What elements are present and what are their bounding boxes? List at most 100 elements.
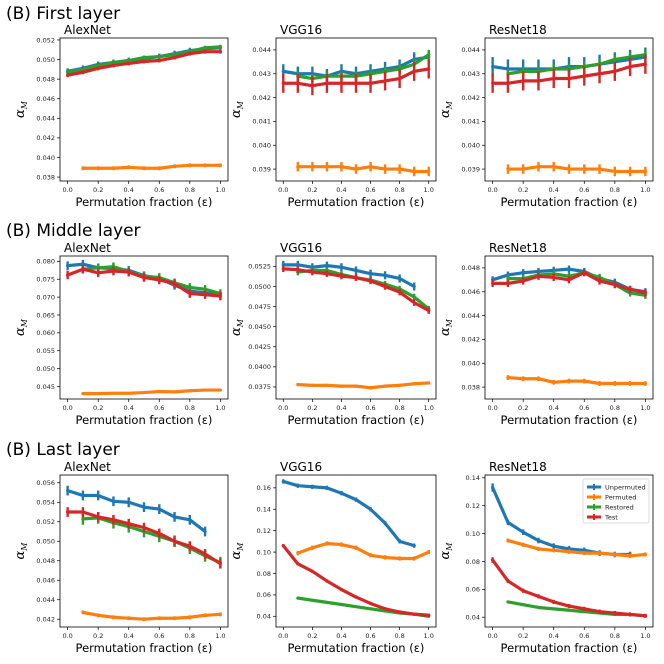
- data-point: [354, 384, 358, 388]
- series-test: [491, 54, 647, 93]
- x-axis-label: Permutation fraction (ε): [501, 195, 638, 209]
- data-point: [310, 546, 314, 550]
- data-point: [325, 579, 329, 583]
- y-tick-label: 0.050: [36, 538, 55, 546]
- y-tick-label: 0.08: [257, 570, 271, 578]
- data-point: [127, 165, 131, 169]
- data-point: [81, 610, 85, 614]
- legend-label: Permuted: [605, 493, 636, 501]
- data-point: [412, 557, 416, 560]
- y-tick-label: 0.042: [36, 616, 55, 624]
- y-axis-label: αM: [229, 100, 245, 118]
- chart-panel: VGG16 0.039 0.040 0.041 0.042 0.043 0.044 0.0 0.…: [229, 23, 437, 209]
- data-point: [112, 166, 115, 170]
- data-point: [598, 72, 601, 76]
- data-point: [506, 277, 510, 281]
- y-tick-label: 0.0475: [248, 303, 271, 311]
- data-point: [369, 607, 372, 611]
- series-test: [281, 544, 431, 617]
- data-point: [643, 291, 647, 295]
- y-tick-label: 0.0375: [248, 383, 271, 391]
- x-tick-label: 0.4: [124, 632, 134, 640]
- x-tick-label: 0.4: [336, 186, 346, 194]
- data-point: [537, 594, 540, 598]
- data-point: [96, 515, 100, 519]
- series-test: [66, 264, 222, 301]
- y-tick-label: 0.040: [461, 360, 480, 368]
- x-tick-label: 0.8: [610, 632, 620, 640]
- data-point: [81, 166, 85, 170]
- data-point: [81, 267, 85, 271]
- data-point: [127, 616, 131, 620]
- y-tick-label: 0.048: [461, 264, 480, 272]
- y-tick-label: 0.041: [461, 118, 480, 126]
- x-tick-label: 0.2: [93, 404, 103, 412]
- data-point: [567, 550, 571, 554]
- data-point: [81, 392, 85, 396]
- chart-panel: AlexNet 0.045 0.050 0.055 0.060 0.065 0.070 0.0…: [13, 241, 229, 427]
- data-point: [567, 608, 571, 612]
- y-tick-label: 0.06: [257, 591, 271, 599]
- y-tick-label: 0.0450: [248, 323, 271, 331]
- y-tick-label: 0.044: [36, 596, 55, 604]
- x-axis-label: Permutation fraction (ε): [288, 195, 425, 209]
- data-point: [203, 388, 207, 392]
- series-line: [296, 53, 431, 81]
- x-tick-label: 0.6: [365, 186, 375, 194]
- data-point: [427, 53, 431, 57]
- data-point: [281, 81, 285, 85]
- data-point: [567, 77, 571, 80]
- x-tick-label: 0.2: [307, 404, 317, 412]
- x-tick-label: 0.0: [62, 186, 72, 194]
- data-point: [96, 266, 100, 270]
- data-point: [506, 521, 510, 524]
- data-point: [537, 547, 540, 551]
- data-point: [567, 278, 571, 282]
- chart-title: ResNet18: [489, 241, 547, 255]
- chart-panel: VGG16 0.04 0.06 0.08 0.10 0.12 0.14 0.16 0.0 0.2 0…: [229, 460, 437, 655]
- data-point: [567, 379, 571, 383]
- series-permuted: [506, 375, 647, 386]
- data-point: [613, 283, 617, 286]
- y-axis-label-subscript: M: [236, 542, 245, 552]
- x-tick-label: 0.2: [518, 632, 528, 640]
- series-line: [506, 165, 647, 174]
- x-tick-label: 0.8: [394, 632, 404, 640]
- data-point: [628, 287, 632, 291]
- data-point: [521, 543, 525, 547]
- data-point: [427, 613, 431, 617]
- data-point: [537, 274, 540, 278]
- axes-frame: [59, 474, 229, 628]
- data-point: [188, 292, 192, 295]
- x-tick-label: 0.0: [62, 404, 72, 412]
- data-point: [218, 562, 222, 566]
- chart-title: AlexNet: [64, 460, 111, 474]
- data-point: [340, 265, 343, 269]
- x-axis-label: Permutation fraction (ε): [501, 413, 638, 427]
- data-point: [643, 553, 647, 556]
- x-tick-label: 0.6: [154, 632, 164, 640]
- data-point: [506, 376, 510, 379]
- data-point: [427, 381, 431, 385]
- data-point: [142, 56, 146, 59]
- series-test: [66, 507, 222, 569]
- data-point: [203, 613, 207, 617]
- series-line: [506, 53, 647, 76]
- x-tick-label: 0.0: [62, 632, 72, 640]
- data-point: [521, 589, 525, 593]
- data-point: [296, 596, 300, 600]
- series-line: [281, 479, 416, 548]
- data-point: [81, 67, 85, 71]
- x-tick-label: 0.6: [154, 186, 164, 194]
- data-point: [157, 390, 161, 393]
- axes-frame: [275, 474, 437, 628]
- data-point: [628, 65, 632, 68]
- data-point: [96, 166, 100, 170]
- data-point: [310, 165, 314, 169]
- data-point: [598, 551, 601, 555]
- data-point: [325, 272, 329, 276]
- x-tick-label: 1.0: [640, 404, 650, 412]
- series-line: [81, 265, 222, 296]
- data-point: [173, 539, 176, 543]
- data-point: [398, 290, 402, 294]
